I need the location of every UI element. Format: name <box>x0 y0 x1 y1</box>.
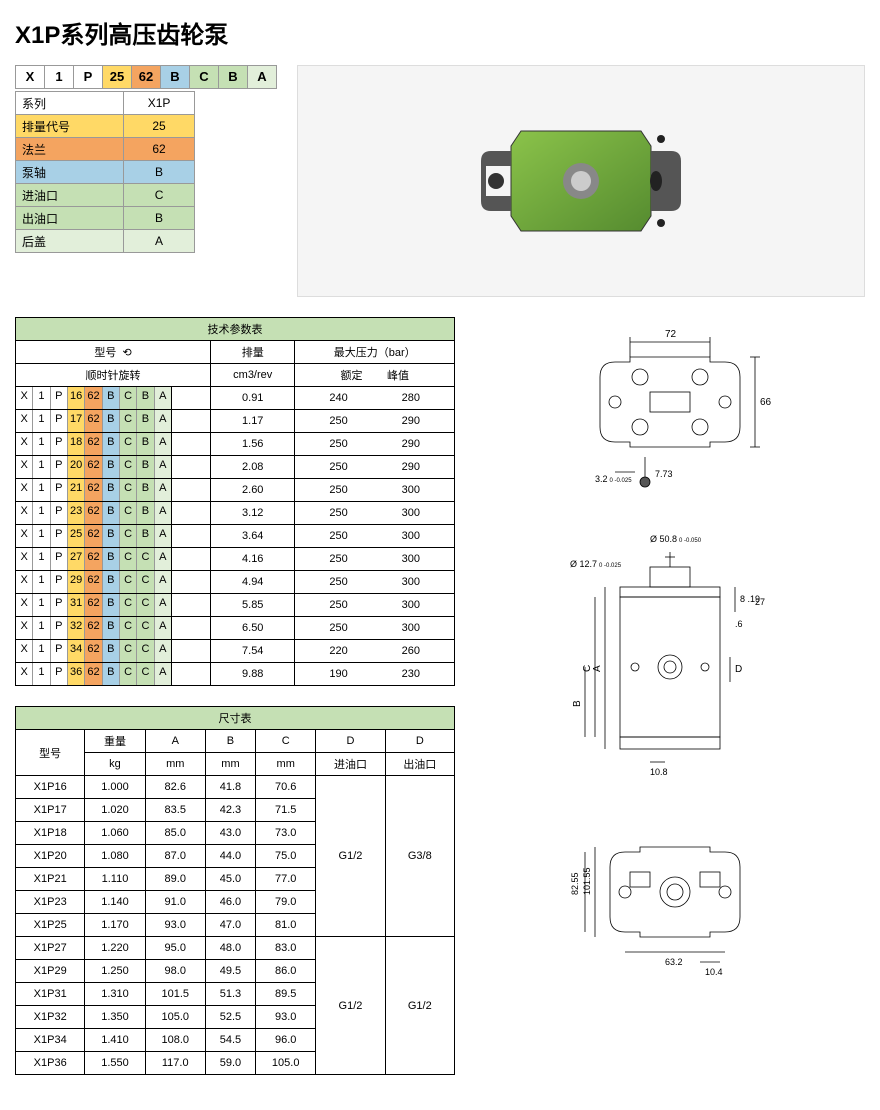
code-cell: P <box>74 66 103 88</box>
code-cell: B <box>161 66 190 88</box>
code-cell: A <box>248 66 276 88</box>
svg-text:10.4: 10.4 <box>705 967 723 977</box>
code-cell: 25 <box>103 66 132 88</box>
spec-row: X1P2962BCCA4.94250300 <box>16 571 455 594</box>
legend-label: 系列 <box>16 92 124 115</box>
code-cell: 1 <box>45 66 74 88</box>
legend-label: 法兰 <box>16 138 124 161</box>
legend-label: 后盖 <box>16 230 124 253</box>
spec-table: 技术参数表 型号 ⟲排量最大压力（bar） 顺时针旋转cm3/rev额定 峰值 … <box>15 317 455 686</box>
svg-text:A: A <box>592 665 603 672</box>
legend-label: 进油口 <box>16 184 124 207</box>
spec-row: X1P2562BCBA3.64250300 <box>16 525 455 548</box>
svg-text:Ø 50.80 -0.050: Ø 50.80 -0.050 <box>650 534 702 544</box>
svg-text:10.8: 10.8 <box>650 767 668 777</box>
spec-row: X1P1762BCBA1.17250290 <box>16 410 455 433</box>
code-cell: X <box>16 66 45 88</box>
spec-row: X1P2162BCBA2.60250300 <box>16 479 455 502</box>
code-cell: C <box>190 66 219 88</box>
spec-row: X1P1862BCBA1.56250290 <box>16 433 455 456</box>
size-row: X1P271.22095.048.083.0G1/2G1/2 <box>16 937 455 960</box>
code-legend-area: X1P2562BCBA 系列X1P排量代号25法兰62泵轴B进油口C出油口B后盖… <box>15 65 277 297</box>
svg-text:Ø 12.70 -0.025: Ø 12.70 -0.025 <box>570 559 622 569</box>
spec-row: X1P3262BCCA6.50250300 <box>16 617 455 640</box>
spec-row: X1P2062BCBA2.08250290 <box>16 456 455 479</box>
svg-text:D: D <box>735 664 742 675</box>
legend-value: C <box>124 184 195 207</box>
legend-value: 25 <box>124 115 195 138</box>
size-row: X1P161.00082.641.870.6G1/2G3/8 <box>16 776 455 799</box>
svg-text:63.2: 63.2 <box>665 957 683 967</box>
spec-row: X1P1662BCBA0.91240280 <box>16 387 455 410</box>
spec-row: X1P2762BCCA4.16250300 <box>16 548 455 571</box>
svg-text:82.55: 82.55 <box>570 872 580 895</box>
legend-value: 62 <box>124 138 195 161</box>
spec-row: X1P3662BCCA9.88190230 <box>16 663 455 686</box>
page-title: X1P系列高压齿轮泵 <box>15 15 865 50</box>
svg-text:.6: .6 <box>735 619 743 629</box>
product-image <box>297 65 865 297</box>
legend-label: 排量代号 <box>16 115 124 138</box>
size-table: 尺寸表 型号重量ABCDD kgmmmmmm进油口出油口 X1P161.0008… <box>15 706 455 1075</box>
spec-row: X1P2362BCBA3.12250300 <box>16 502 455 525</box>
svg-text:C: C <box>582 665 593 672</box>
legend-value: X1P <box>124 92 195 115</box>
technical-drawings: 72 66 3.20 -0.025 7.73 <box>475 317 865 1095</box>
svg-text:66: 66 <box>760 397 772 408</box>
legend-value: B <box>124 161 195 184</box>
legend-label: 泵轴 <box>16 161 124 184</box>
spec-row: X1P3462BCCA7.54220260 <box>16 640 455 663</box>
legend-value: A <box>124 230 195 253</box>
legend-label: 出油口 <box>16 207 124 230</box>
svg-text:27: 27 <box>755 597 765 607</box>
svg-text:72: 72 <box>665 329 677 340</box>
svg-text:7.73: 7.73 <box>655 469 673 479</box>
legend-value: B <box>124 207 195 230</box>
svg-text:101.55: 101.55 <box>582 867 592 895</box>
spec-row: X1P3162BCCA5.85250300 <box>16 594 455 617</box>
svg-text:B: B <box>572 700 583 707</box>
svg-text:3.20 -0.025: 3.20 -0.025 <box>595 474 632 484</box>
code-cell: 62 <box>132 66 161 88</box>
code-cell: B <box>219 66 248 88</box>
